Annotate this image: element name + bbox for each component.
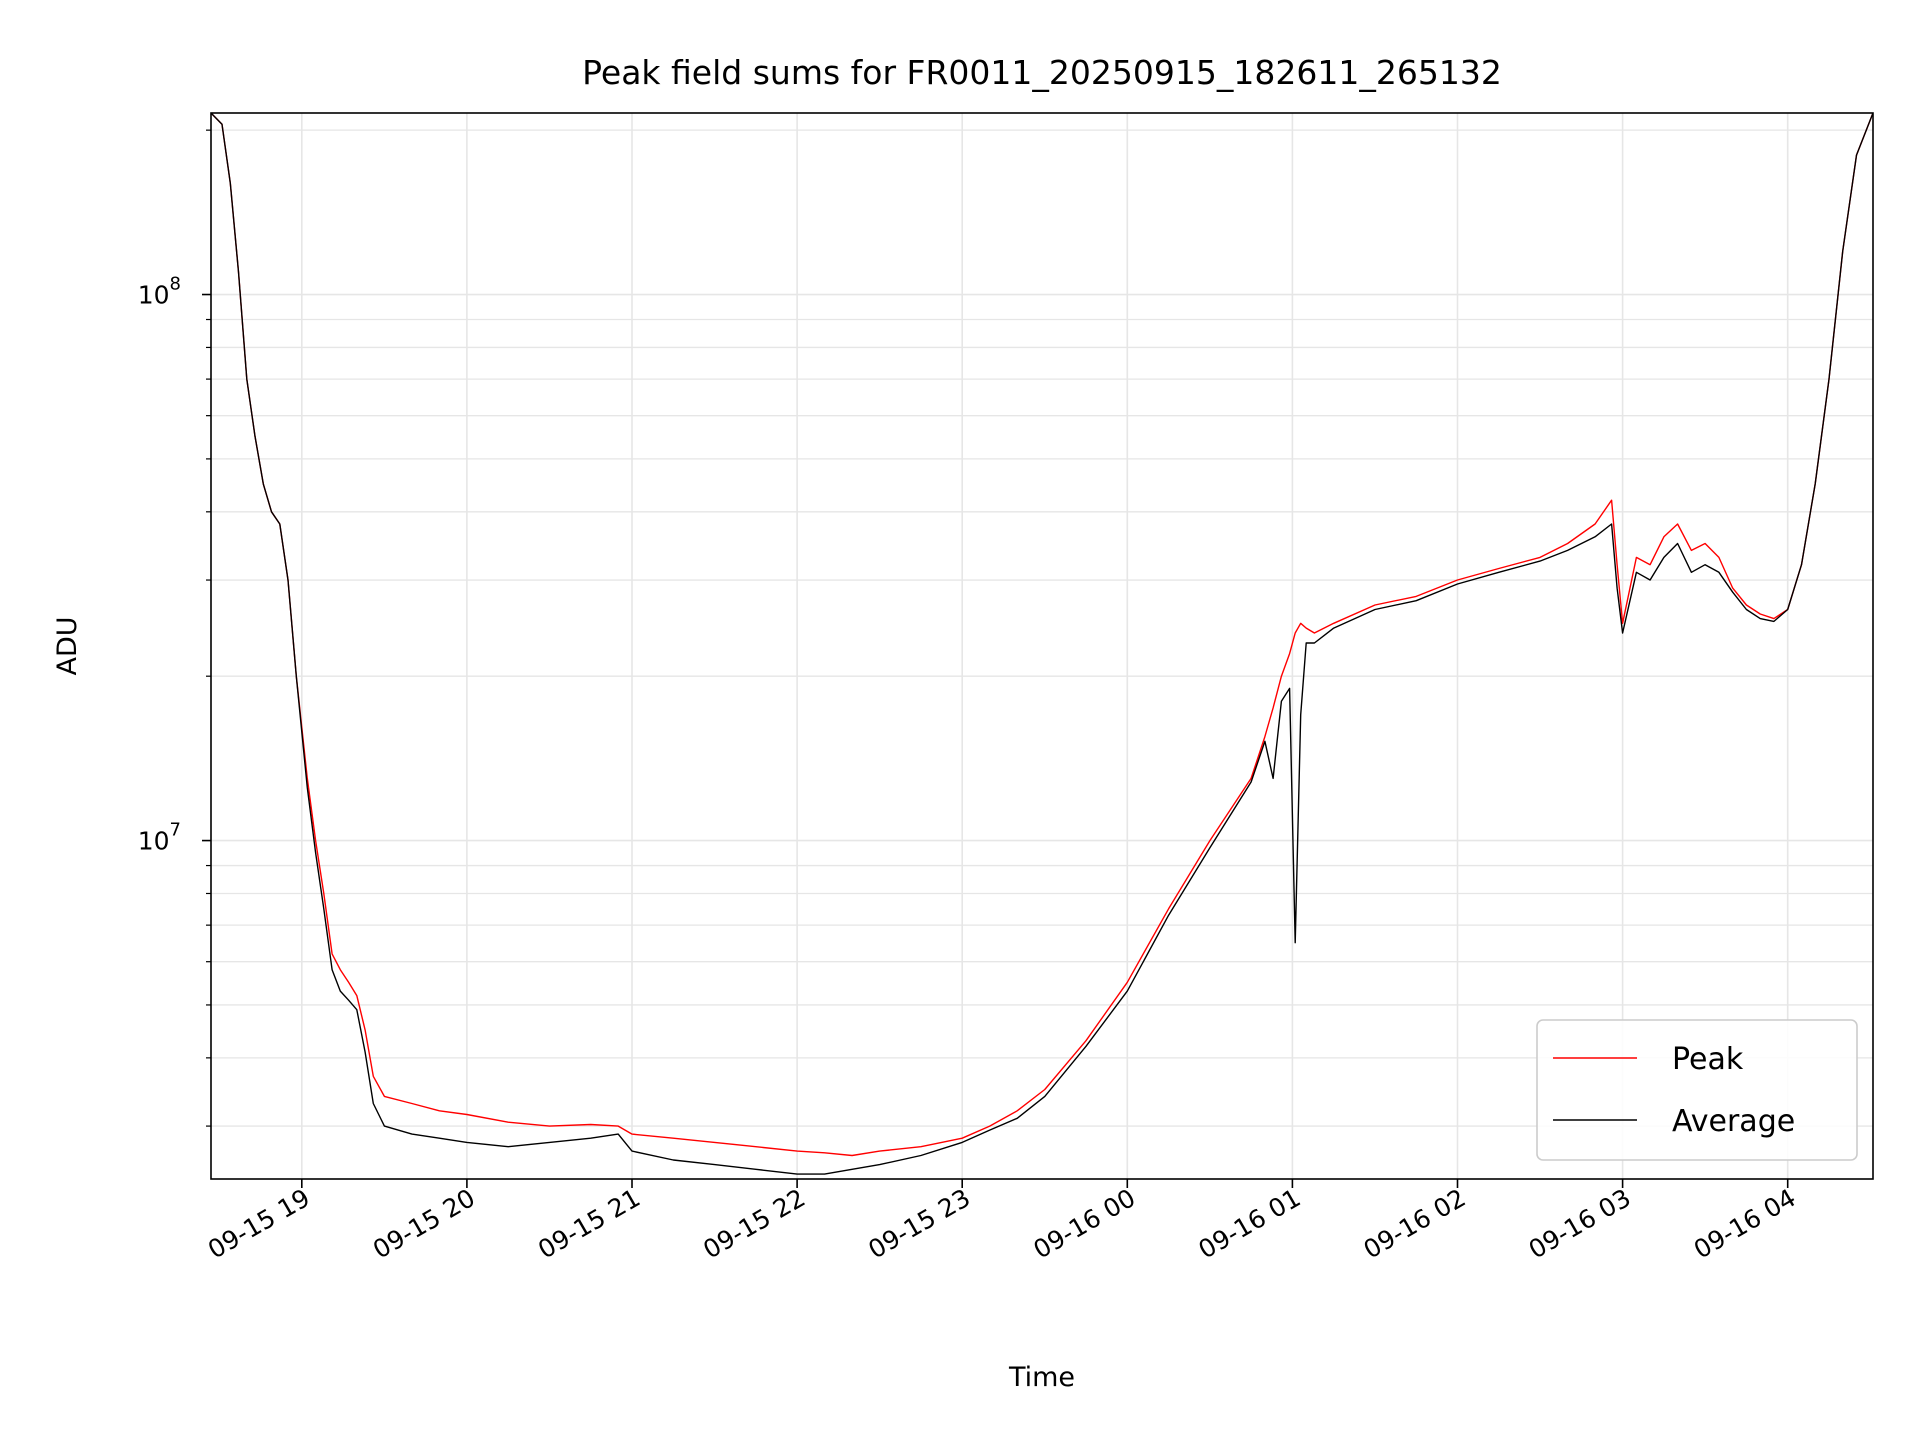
legend-peak-label: Peak	[1672, 1042, 1744, 1077]
chart-title: Peak field sums for FR0011_20250915_1826…	[582, 53, 1502, 92]
y-tick-exponent: 7	[170, 820, 181, 841]
y-tick-label: 107	[138, 820, 181, 856]
y-tick-label: 108	[138, 274, 181, 310]
plot-frame	[210, 112, 1874, 1180]
y-tick-base: 10	[138, 827, 170, 856]
grid	[211, 113, 1873, 1179]
x-axis-label: Time	[1008, 1362, 1075, 1393]
legend-box	[1536, 1019, 1858, 1161]
y-axis-label: ADU	[52, 616, 83, 675]
y-tick-exponent: 8	[170, 274, 181, 295]
legend: Peak Average	[1536, 1019, 1858, 1161]
legend-average-label: Average	[1672, 1104, 1795, 1139]
series-line-peak	[211, 113, 1873, 1157]
series-layer	[211, 113, 1873, 1175]
y-tick-base: 10	[138, 281, 170, 310]
series-line-average	[211, 113, 1873, 1175]
